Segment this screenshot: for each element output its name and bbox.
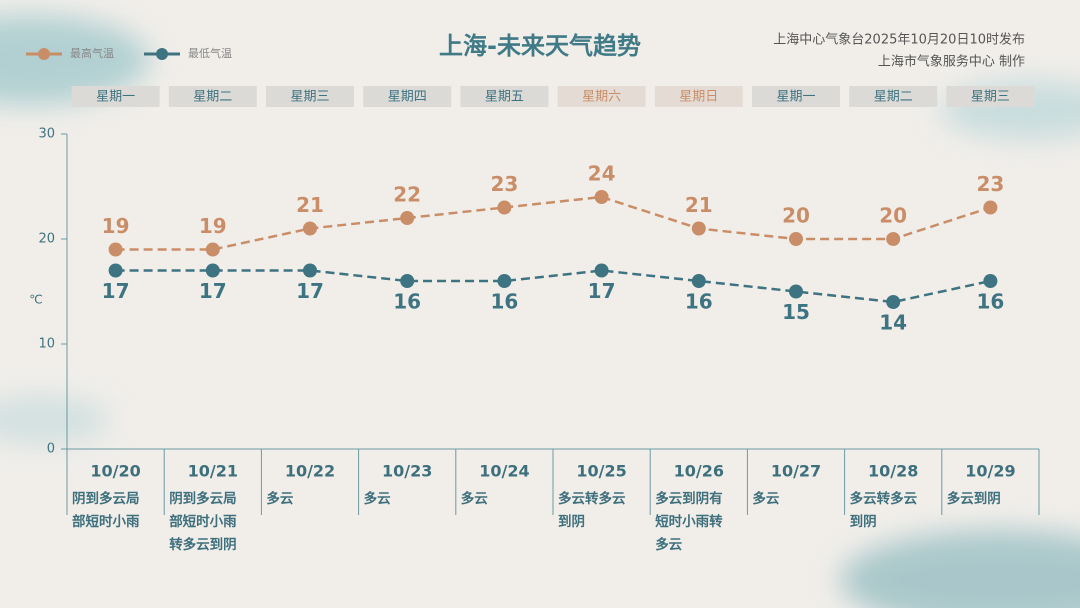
- series-line: [115, 269, 991, 304]
- data-label: 20: [782, 204, 810, 228]
- point: [983, 274, 998, 288]
- publisher: 上海市气象服务中心 制作: [878, 54, 1025, 70]
- data-label: 17: [199, 279, 227, 303]
- weekday: 星期六: [582, 90, 621, 105]
- weather-desc: 多云: [266, 491, 294, 507]
- y-tick-label: 20: [38, 232, 55, 247]
- data-label: 23: [976, 172, 1004, 196]
- y-tick-label: 0: [47, 442, 55, 457]
- weekday-box: [849, 86, 938, 107]
- point: [108, 242, 123, 257]
- data-label: 20: [879, 204, 907, 228]
- weekday: 星期二: [874, 90, 913, 105]
- weekday: 星期日: [679, 90, 718, 105]
- point: [886, 295, 901, 309]
- x-tick-label: 10/29: [965, 462, 1015, 481]
- y-tick-label: 10: [38, 337, 55, 352]
- weekday: 星期五: [485, 90, 524, 105]
- point: [400, 211, 415, 225]
- weather-desc: 多云: [460, 491, 488, 507]
- weekday-box: [168, 86, 257, 107]
- data-label: 21: [296, 193, 324, 217]
- weekday-box: [946, 86, 1035, 107]
- weekday: 星期四: [388, 90, 427, 105]
- weather-desc: 多云: [752, 491, 780, 507]
- weekday-box: [557, 86, 646, 107]
- point: [886, 232, 901, 246]
- weekday: 星期一: [776, 90, 815, 105]
- weather-desc: 多云: [363, 491, 391, 507]
- x-tick-label: 10/25: [576, 462, 626, 481]
- data-label: 21: [685, 193, 713, 217]
- data-label: 15: [782, 300, 810, 324]
- point: [594, 190, 609, 204]
- weather-desc: 阴到多云局部短时小雨: [72, 491, 140, 530]
- weekday: 星期三: [290, 90, 329, 105]
- data-label: 22: [393, 183, 421, 207]
- weather-desc: 多云转多云到阴: [558, 491, 626, 530]
- weather-desc: 多云到阴有短时小雨转多云: [655, 491, 723, 553]
- x-tick-label: 10/23: [382, 462, 432, 481]
- point: [303, 263, 317, 278]
- publisher: 上海中心气象台2025年10月20日10时发布: [773, 32, 1025, 48]
- data-label: 17: [296, 279, 324, 303]
- weather-desc: 阴到多云局部短时小雨转多云到阴: [169, 491, 237, 553]
- point: [691, 274, 706, 288]
- weather-desc: 多云到阴: [946, 491, 1001, 507]
- weekday-box: [460, 86, 549, 107]
- weather-desc: 多云转多云到阴: [849, 491, 918, 530]
- weekday-box: [71, 86, 160, 107]
- x-tick-label: 10/20: [90, 462, 140, 481]
- x-tick-label: 10/21: [188, 462, 238, 481]
- point: [303, 221, 317, 236]
- weekday: 星期一: [96, 90, 135, 105]
- series-line: [115, 195, 991, 251]
- weekday-box: [654, 86, 743, 107]
- point: [497, 200, 512, 215]
- x-tick-label: 10/24: [479, 462, 529, 481]
- point: [594, 263, 609, 278]
- point: [789, 232, 803, 246]
- data-label: 16: [685, 290, 713, 314]
- x-tick-label: 10/27: [771, 462, 821, 481]
- weekday: 星期二: [193, 90, 232, 105]
- point: [789, 284, 803, 299]
- data-label: 16: [393, 290, 421, 314]
- y-axis-label: ℃: [29, 293, 42, 307]
- x-tick-label: 10/26: [674, 462, 724, 481]
- legend-label: 最低气温: [188, 46, 232, 60]
- point: [691, 221, 706, 236]
- data-label: 16: [976, 290, 1004, 314]
- point: [205, 263, 220, 278]
- point: [400, 274, 415, 288]
- point: [497, 274, 512, 288]
- x-tick-label: 10/28: [868, 462, 918, 481]
- weekday-box: [266, 86, 354, 107]
- chart-title: 上海-未来天气趋势: [439, 32, 641, 60]
- weekday: 星期三: [971, 90, 1010, 105]
- weekday-box: [752, 86, 840, 107]
- data-label: 17: [588, 279, 616, 303]
- y-tick-label: 30: [38, 127, 55, 142]
- legend-marker: [38, 48, 50, 60]
- data-label: 19: [102, 214, 130, 238]
- weekday-box: [363, 86, 452, 107]
- legend-marker: [156, 48, 168, 60]
- data-label: 17: [102, 279, 130, 303]
- legend-label: 最高气温: [70, 46, 114, 60]
- data-label: 14: [879, 311, 907, 335]
- data-label: 16: [490, 290, 518, 314]
- data-label: 23: [490, 172, 518, 196]
- data-label: 19: [199, 214, 227, 238]
- x-tick-label: 10/22: [285, 462, 335, 481]
- point: [983, 200, 998, 215]
- data-label: 24: [588, 162, 616, 186]
- point: [205, 242, 220, 257]
- point: [108, 263, 123, 278]
